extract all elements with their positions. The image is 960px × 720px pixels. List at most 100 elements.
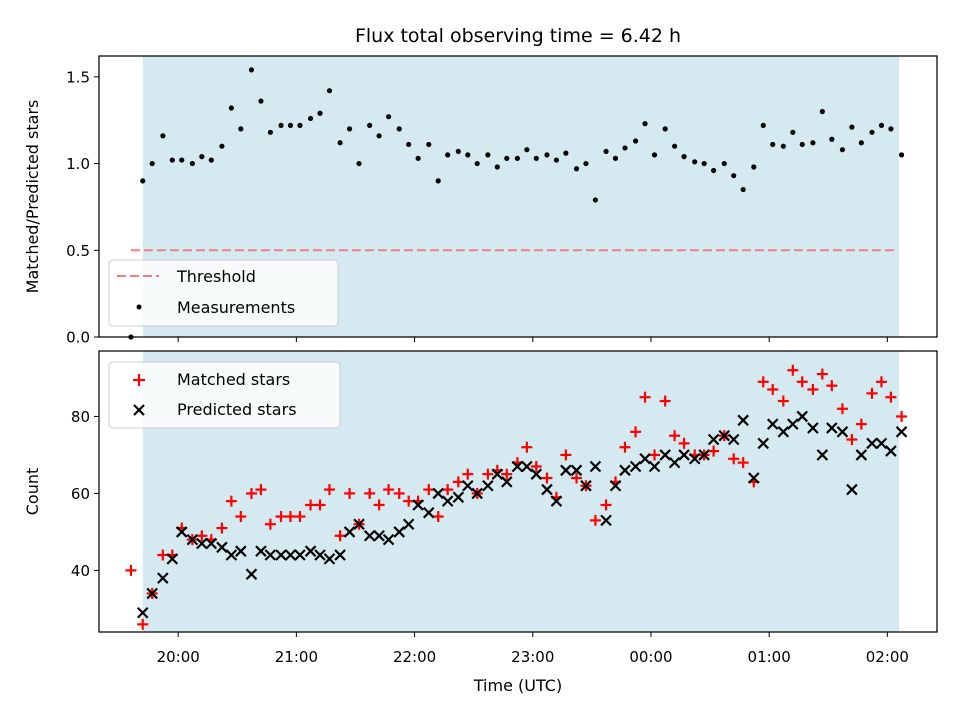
x-tick-label: 00:00 [629,648,672,666]
predicted-point [343,526,356,538]
measurement-point [583,160,589,167]
predicted-point [757,437,770,450]
measurement-point [396,126,402,132]
matched-point [452,476,464,488]
measurement-point [189,160,195,167]
matched-point [787,364,799,376]
matched-point [757,376,769,388]
predicted-point [659,449,671,461]
predicted-point [157,572,169,584]
predicted-point [186,533,199,546]
measurement-point [337,140,343,146]
y-tick-label: 0.5 [66,242,90,260]
bottom-legend: Matched stars Predicted stars [108,361,341,429]
matched-point [571,472,583,484]
measurement-point [799,141,805,148]
measurement-point [633,138,639,144]
y-tick-label: 60 [71,485,90,503]
predicted-point [688,453,701,465]
top-legend: Threshold Measurements [108,259,339,327]
measurement-point [858,140,864,146]
measurement-point [307,115,314,122]
ratio-panel: 0.0 0.5 1.0 1.5 Matched/Predicted stars Thr… [23,55,938,347]
predicted-point [393,526,405,538]
predicted-point [718,429,731,442]
matched-point [344,487,356,499]
measurement-point [287,122,294,128]
matched-point [264,518,276,530]
predicted-points [136,410,908,619]
x-tick-label: 02:00 [866,648,909,666]
top-panel-frame [98,55,938,338]
measurement-point [149,160,155,167]
matched-point [216,522,228,534]
count-panel: 40 60 80 20:00 21:00 22:00 23:00 00:00 01:00 02:… [23,350,938,695]
predicted-point [284,549,297,561]
measurement-point [326,88,333,94]
matched-point [836,403,848,415]
measurement-point [829,136,835,142]
measurement-point [869,129,875,135]
bottom-x-axis: 20:00 21:00 22:00 23:00 00:00 01:00 02:00 [157,632,909,666]
predicted-point [639,453,651,465]
matched-point [462,468,474,480]
predicted-point [196,537,208,550]
y-tick-label: 1.0 [66,155,90,173]
measurement-point [346,126,353,132]
matched-point [137,618,149,630]
bottom-y-axis-label: Count [23,468,42,516]
matched-point [846,434,858,446]
measurement-points [128,67,905,340]
matched-point [619,441,631,453]
measurement-point [780,143,786,149]
measurement-point [839,147,846,153]
measurement-point [544,152,550,158]
predicted-point [255,545,267,557]
measurement-point [533,155,539,161]
predicted-point [530,468,543,480]
predicted-point [855,449,868,461]
predicted-point [166,553,179,565]
matched-point [403,495,415,507]
measurement-point [317,110,323,116]
measurement-point [573,166,580,172]
predicted-point [521,460,533,473]
legend-measurement-label: Measurements [177,298,295,317]
y-tick-label: 80 [71,408,90,426]
matched-point [541,472,553,484]
measurement-point [662,126,668,132]
predicted-point [422,506,435,519]
matched-point [855,418,867,430]
predicted-point [668,456,681,469]
matched-point [630,426,642,438]
bottom-panel-frame [98,350,938,633]
measurement-point [219,143,225,149]
measurement-point [385,114,392,120]
measurement-point [208,157,214,163]
legend-matched-label: Matched stars [177,370,290,389]
top-y-axis: 0.0 0.5 1.0 1.5 [66,68,99,347]
measurement-point [169,157,175,163]
measurement-point [140,178,146,184]
predicted-point [461,479,474,492]
predicted-point [807,422,819,434]
measurement-point [790,129,796,135]
measurement-point [278,122,284,128]
measurement-point [485,152,491,158]
predicted-point [235,545,247,557]
measurement-point [592,197,599,203]
measurement-point [672,143,678,149]
matched-point [669,430,681,442]
measurement-point [612,155,619,161]
measurement-point [770,141,776,148]
predicted-point [363,529,376,542]
predicted-point [570,464,583,477]
measurement-point [367,122,373,128]
matched-point [423,484,435,496]
measurement-point [514,155,521,161]
measurement-point [721,160,727,167]
predicted-point [580,479,592,492]
matched-point [305,499,317,511]
matched-point [482,468,494,480]
matched-point [708,445,720,457]
